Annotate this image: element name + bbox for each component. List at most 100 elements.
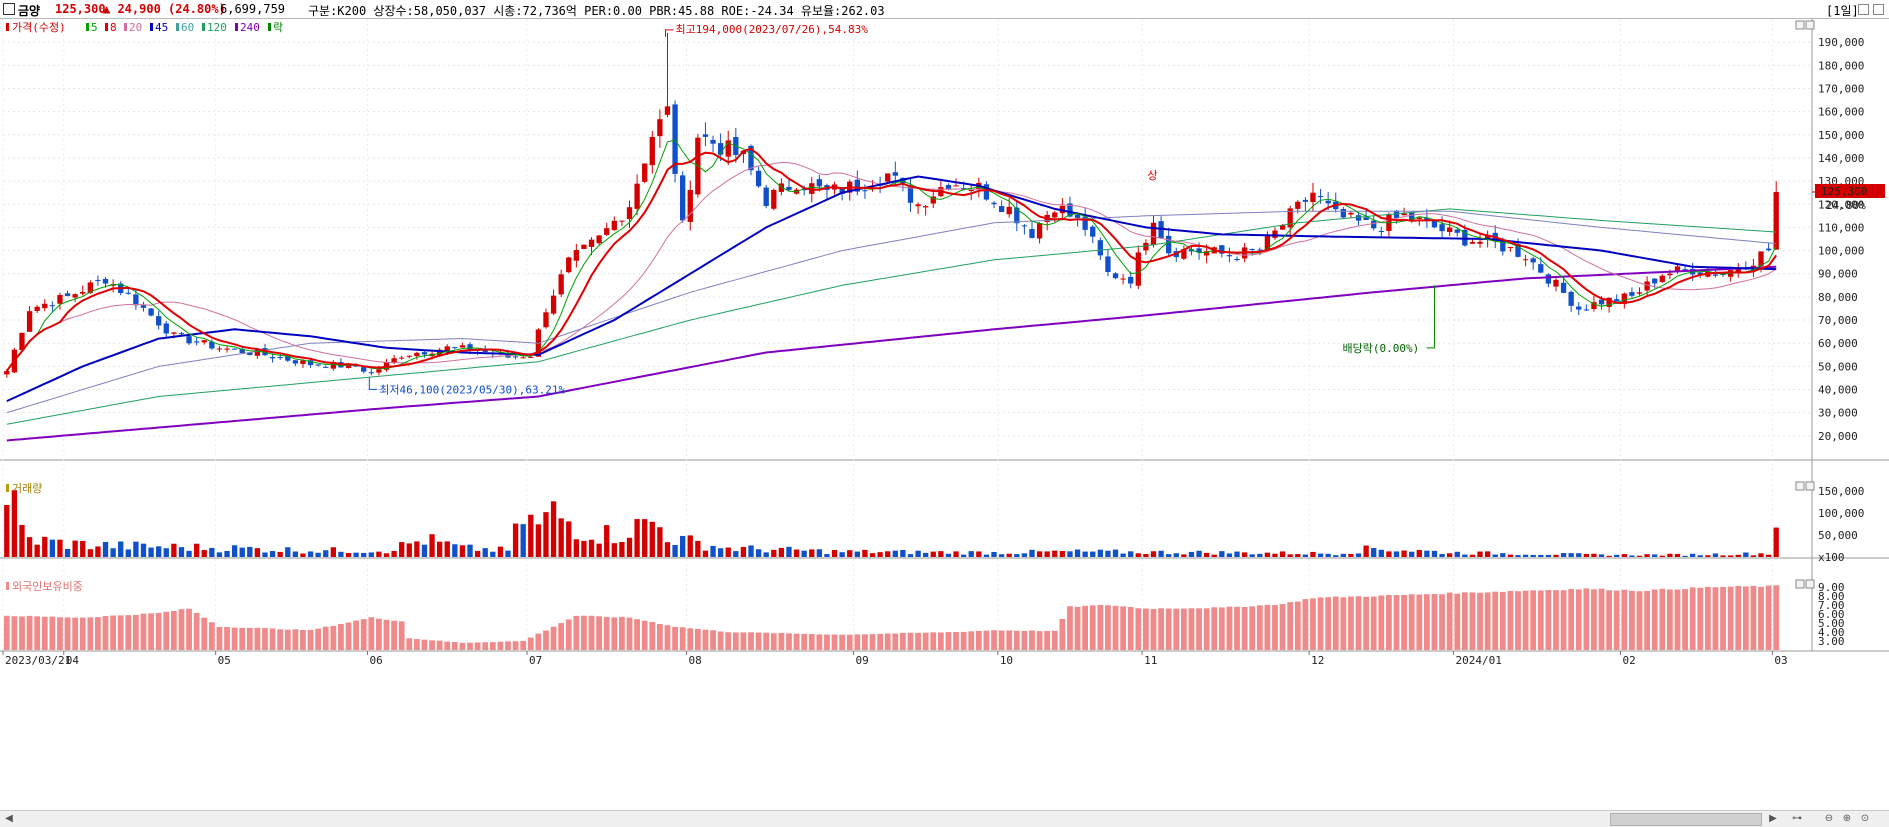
volume-bar xyxy=(209,547,215,557)
foreign-bar xyxy=(1241,606,1248,650)
price-candle xyxy=(1302,199,1309,202)
zoom-reset-icon[interactable]: ⊙ xyxy=(1860,813,1870,824)
volume-bar xyxy=(277,551,283,557)
horizontal-scrollbar[interactable]: ◀ ▶ ⊶ ⊖ ⊕ ⊙ xyxy=(0,810,1889,827)
zoom-in-icon[interactable]: ⊕ xyxy=(1842,813,1852,824)
foreign-bar xyxy=(436,640,443,650)
price-candle xyxy=(1515,243,1521,257)
price-candle xyxy=(1295,201,1301,209)
price-candle xyxy=(1279,225,1286,230)
foreign-bar xyxy=(277,629,284,650)
window-menu-icon[interactable] xyxy=(3,3,15,15)
price-candle xyxy=(414,352,420,357)
foreign-bar xyxy=(1082,605,1089,650)
scroll-right-icon[interactable]: ▶ xyxy=(1769,813,1777,824)
foreign-bar xyxy=(770,633,777,650)
price-candle xyxy=(1249,248,1255,250)
foreign-bar xyxy=(72,617,79,650)
zoom-out-icon[interactable]: ⊖ xyxy=(1824,813,1834,824)
volume-bar xyxy=(1727,555,1734,557)
volume-bar xyxy=(1044,551,1050,557)
foreign-bar xyxy=(1742,586,1749,650)
pane-maximize-icon xyxy=(1795,481,1805,491)
foreign-bar xyxy=(831,634,838,650)
price-candle xyxy=(558,274,564,295)
price-candle xyxy=(1036,223,1043,239)
foreign-bar xyxy=(246,627,253,650)
foreign-bar xyxy=(763,632,770,650)
price-candle xyxy=(292,360,299,364)
foreign-bar xyxy=(527,637,534,650)
volume-bar xyxy=(1310,551,1316,557)
volume-bar xyxy=(171,543,177,557)
price-tick-label: 140,000 xyxy=(1818,152,1864,165)
price-tick-label: 70,000 xyxy=(1818,314,1858,327)
scroll-left-icon[interactable]: ◀ xyxy=(5,813,13,824)
chart-area[interactable]: 20,000 30,000 40,000 50,000 60,000 70,000 80,0… xyxy=(0,19,1889,810)
foreign-bar xyxy=(664,625,671,650)
price-candle xyxy=(1431,220,1438,228)
price-tick-label: 40,000 xyxy=(1818,384,1858,397)
volume-bar xyxy=(976,551,982,557)
volume-bar xyxy=(1439,554,1445,557)
foreign-bar xyxy=(915,632,921,650)
minimize-icon[interactable] xyxy=(1858,4,1869,15)
price-candle xyxy=(376,369,382,373)
foreign-bar xyxy=(1051,630,1058,650)
foreign-bar xyxy=(1279,604,1286,650)
price-candle xyxy=(1143,242,1149,251)
price-candle xyxy=(1120,278,1126,280)
price-candle xyxy=(64,293,71,296)
price-badge-pct: 24.80% xyxy=(1826,199,1866,212)
volume-bar xyxy=(763,552,769,557)
scroll-thumb[interactable] xyxy=(1610,813,1762,826)
price-candle xyxy=(87,282,93,293)
price-candle xyxy=(771,189,777,209)
foreign-bar xyxy=(383,619,390,650)
price-candle xyxy=(1181,249,1187,259)
price-candle xyxy=(854,179,860,192)
foreign-bar xyxy=(1143,608,1149,650)
price-candle xyxy=(923,206,929,208)
foreign-tick-label: 7.00 xyxy=(1818,599,1845,612)
foreign-bar xyxy=(656,623,663,650)
price-candle xyxy=(26,311,33,332)
foreign-bar xyxy=(376,618,382,650)
foreign-bar xyxy=(1097,604,1104,650)
foreign-bar xyxy=(163,611,170,650)
price-tick-label: 120,000 xyxy=(1818,198,1864,211)
volume-bar xyxy=(444,541,450,557)
foreign-bar xyxy=(937,632,944,650)
foreign-bar xyxy=(148,613,154,650)
volume-bar xyxy=(528,514,534,557)
volume-bar xyxy=(110,548,116,557)
volume-bar xyxy=(1082,551,1088,557)
foreign-bar xyxy=(49,616,56,650)
close-icon[interactable] xyxy=(1873,4,1884,15)
price-candle xyxy=(482,349,488,352)
date-tick-label: 06 xyxy=(370,654,383,667)
price-candle xyxy=(748,145,754,171)
volume-bar xyxy=(406,543,412,557)
foreign-tick-label: 8.00 xyxy=(1818,590,1845,603)
foreign-bar xyxy=(786,633,792,650)
foreign-bar xyxy=(19,616,25,650)
volume-bar xyxy=(512,523,519,557)
volume-bar xyxy=(1682,555,1688,557)
foreign-bar xyxy=(1029,630,1035,650)
volume-bar xyxy=(376,551,382,557)
slider-icon[interactable]: ⊶ xyxy=(1792,813,1802,824)
ma8-line xyxy=(5,147,1778,372)
date-tick-label: 2024/01 xyxy=(1455,654,1501,667)
period-label[interactable]: [1일] xyxy=(1826,4,1859,18)
price-candle xyxy=(171,332,177,334)
price-candle xyxy=(254,349,261,356)
price-candle xyxy=(421,352,428,355)
foreign-bar xyxy=(284,629,291,650)
foreign-bar xyxy=(808,634,815,650)
foreign-bar xyxy=(216,626,223,650)
volume-bar xyxy=(1515,555,1521,557)
volume-bar xyxy=(1021,553,1028,557)
foreign-bar xyxy=(702,629,709,650)
foreign-bar xyxy=(1750,585,1757,650)
